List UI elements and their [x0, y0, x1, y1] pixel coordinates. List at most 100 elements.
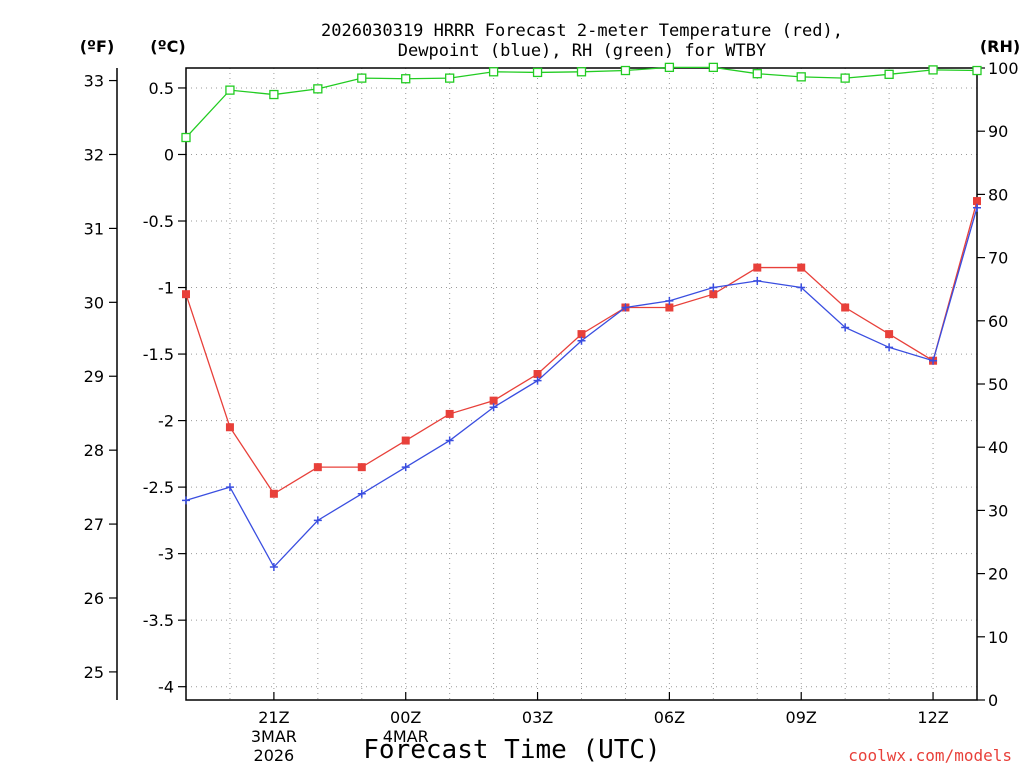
dewpoint-point: [621, 303, 630, 312]
rh-point: [181, 132, 191, 143]
celsius-tick-label: -2: [158, 412, 174, 431]
celsius-tick-label: -4: [158, 678, 174, 697]
dewpoint-point: [225, 483, 234, 492]
temperature-point: [885, 330, 894, 339]
x-tick-label: 12Z: [917, 708, 948, 727]
rh-tick-label: 100: [988, 59, 1019, 78]
celsius-tick-label: 0: [164, 145, 174, 164]
dewpoint-point: [929, 356, 938, 365]
fahrenheit-tick-label: 33: [84, 72, 104, 91]
celsius-tick-label: -1.5: [143, 345, 174, 364]
fahrenheit-tick-label: 32: [84, 145, 104, 164]
dewpoint-point: [885, 343, 894, 352]
x-tick-date-label: 3MAR: [251, 727, 297, 746]
fahrenheit-tick-label: 28: [84, 441, 104, 460]
temperature-point: [225, 423, 234, 432]
dewpoint-point: [269, 562, 278, 571]
dewpoint-point: [973, 203, 981, 212]
temperature-point: [973, 197, 981, 206]
x-tick-label: 06Z: [654, 708, 685, 727]
temperature-point: [577, 330, 586, 339]
fahrenheit-tick-label: 29: [84, 367, 104, 386]
rh-tick-label: 60: [988, 312, 1008, 331]
rh-point: [840, 73, 850, 83]
rh-tick-label: 0: [988, 691, 998, 710]
x-tick-label: 03Z: [522, 708, 553, 727]
axis-ticks-and-labels: 0.5 0 -0.5 -1 -1.5 -2 -2.5 -3 -3.5 -4 33 32 31 30 29 28…: [84, 59, 1019, 765]
dewpoint-point: [797, 283, 806, 292]
temperature-point: [797, 263, 806, 272]
temperature-point: [357, 463, 366, 472]
rh-tick-label: 50: [988, 375, 1008, 394]
temperature-point: [841, 303, 850, 312]
temperature-line: [185, 200, 978, 495]
x-tick-year-label: 2026: [254, 746, 295, 765]
celsius-tick-label: 0.5: [149, 79, 174, 98]
rh-tick-label: 70: [988, 249, 1008, 268]
dewpoint-point: [357, 489, 366, 498]
temperature-point: [533, 370, 542, 379]
x-tick-date-label: 4MAR: [383, 727, 429, 746]
temperature-point: [489, 396, 498, 405]
unit-label-rh: (RH): [980, 37, 1020, 56]
temperature-point: [445, 409, 454, 418]
rh-point: [928, 65, 938, 75]
rh-point: [313, 84, 323, 94]
fahrenheit-tick-label: 25: [84, 663, 104, 682]
temperature-point: [182, 290, 190, 299]
rh-tick-label: 10: [988, 628, 1008, 647]
dewpoint-point: [533, 376, 542, 385]
fahrenheit-tick-label: 30: [84, 293, 104, 312]
rh-tick-label: 90: [988, 122, 1008, 141]
x-tick-label: 21Z: [258, 708, 289, 727]
rh-point: [796, 72, 806, 82]
rh-point: [488, 67, 499, 77]
dewpoint-point: [182, 496, 190, 505]
rh-point: [884, 69, 894, 79]
x-tick-label: 00Z: [390, 708, 421, 727]
rh-point: [225, 85, 235, 95]
temperature-point: [753, 263, 762, 272]
rh-point: [401, 74, 411, 84]
temperature-point: [269, 489, 278, 498]
dewpoint-point: [489, 403, 498, 412]
x-tick-label: 09Z: [786, 708, 817, 727]
dewpoint-point: [445, 436, 454, 445]
dewpoint-point: [313, 516, 322, 525]
rh-point: [708, 62, 718, 73]
rh-line: [185, 66, 978, 138]
series-layer: [181, 62, 982, 571]
celsius-tick-label: -3.5: [143, 611, 174, 630]
rh-point: [620, 65, 631, 76]
rh-tick-label: 30: [988, 501, 1008, 520]
fahrenheit-tick-label: 31: [84, 219, 104, 238]
dewpoint-point: [665, 296, 674, 305]
chart-title-line1: 2026030319 HRRR Forecast 2-meter Tempera…: [321, 21, 843, 41]
rh-point: [445, 73, 455, 83]
rh-point: [576, 67, 587, 77]
celsius-tick-label: -1: [158, 279, 174, 298]
chart-title-line2: Dewpoint (blue), RH (green) for WTBY: [398, 41, 766, 61]
dewpoint-point: [841, 323, 850, 332]
rh-point: [269, 89, 279, 100]
rh-point: [664, 62, 675, 73]
rh-tick-label: 40: [988, 438, 1008, 457]
temperature-point: [401, 436, 410, 445]
celsius-tick-label: -3: [158, 545, 174, 564]
rh-point: [752, 69, 762, 79]
temperature-point: [313, 463, 322, 472]
dewpoint-point: [709, 283, 718, 292]
temperature-point: [709, 290, 718, 299]
dewpoint-point: [577, 336, 586, 345]
x-axis-label: Forecast Time (UTC): [363, 735, 660, 765]
source-credit: coolwx.com/models: [848, 746, 1012, 765]
unit-label-celsius: (ºC): [150, 37, 185, 56]
fahrenheit-tick-label: 26: [84, 589, 104, 608]
celsius-tick-label: -0.5: [143, 212, 174, 231]
dewpoint-point: [753, 276, 762, 285]
fahrenheit-tick-label: 27: [84, 515, 104, 534]
rh-tick-label: 20: [988, 565, 1008, 584]
grid-lines: [186, 68, 977, 700]
unit-label-fahrenheit: (ºF): [80, 37, 115, 56]
